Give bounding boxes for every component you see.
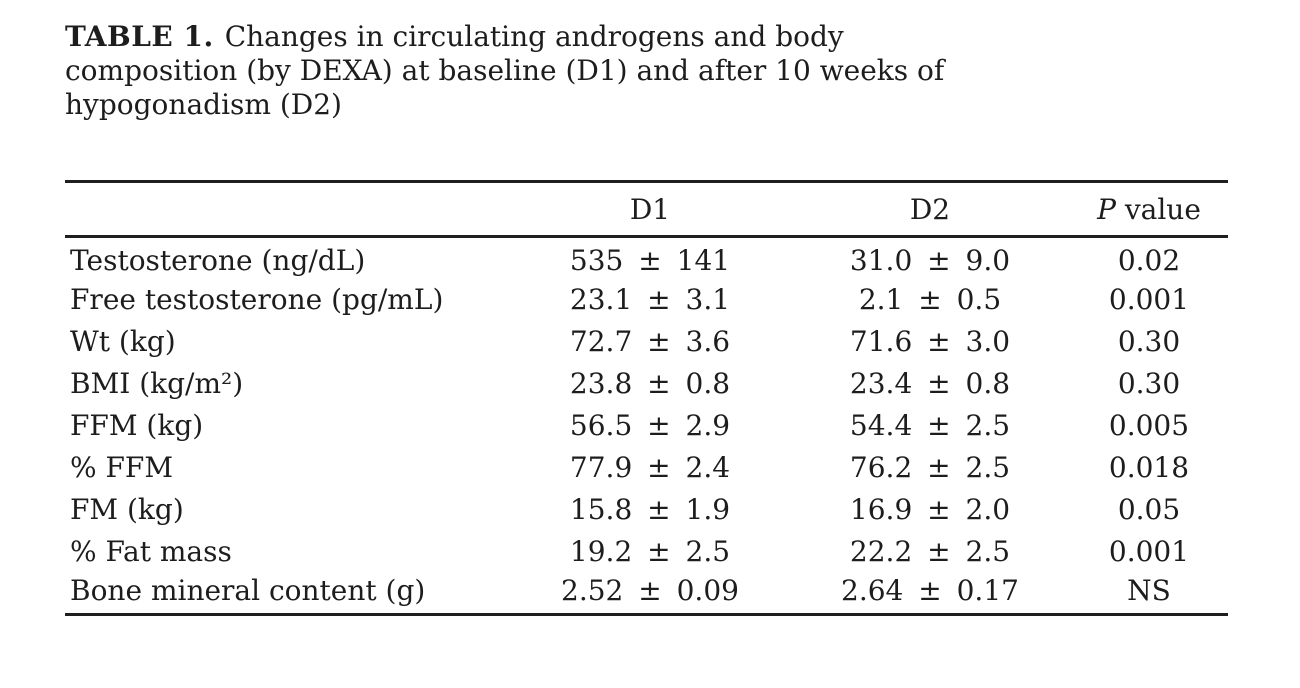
d1-value: 15.8 ± 1.9	[569, 493, 731, 526]
header-d1: D1	[629, 192, 671, 226]
p-value: NS	[1127, 574, 1171, 608]
caption-line-2: composition (by DEXA) at baseline (D1) a…	[65, 54, 945, 87]
d2-value: 54.4 ± 2.5	[849, 409, 1011, 442]
d2-value: 31.0 ± 9.0	[849, 243, 1011, 277]
p-value: 0.05	[1117, 493, 1181, 526]
caption-label: TABLE 1.	[65, 20, 214, 53]
row-label: Testosterone (ng/dL)	[70, 243, 366, 277]
d1-value: 56.5 ± 2.9	[569, 409, 731, 442]
table-row: Bone mineral content (g) 2.52 ± 0.09 2.6…	[65, 573, 1228, 615]
row-label: Wt (kg)	[70, 325, 176, 358]
row-label: FM (kg)	[70, 493, 184, 526]
p-value: 0.30	[1117, 325, 1181, 358]
table-row: BMI (kg/m²) 23.8 ± 0.8 23.4 ± 0.8 0.30	[65, 363, 1228, 405]
table-row: Wt (kg) 72.7 ± 3.6 71.6 ± 3.0 0.30	[65, 321, 1228, 363]
d2-value: 23.4 ± 0.8	[849, 367, 1011, 400]
row-label: % FFM	[70, 451, 174, 484]
d2-value: 76.2 ± 2.5	[849, 451, 1011, 484]
d1-value: 535 ± 141	[569, 243, 731, 277]
d2-value: 22.2 ± 2.5	[849, 535, 1011, 568]
p-value: 0.001	[1108, 283, 1190, 316]
p-text: value	[1124, 192, 1201, 226]
header-d2: D2	[909, 192, 951, 226]
p-symbol: P	[1097, 192, 1116, 226]
header-empty	[65, 182, 510, 237]
table-row: % Fat mass 19.2 ± 2.5 22.2 ± 2.5 0.001	[65, 531, 1228, 573]
p-value: 0.02	[1117, 243, 1181, 277]
table-row: Testosterone (ng/dL) 535 ± 141 31.0 ± 9.…	[65, 237, 1228, 279]
p-value: 0.018	[1108, 451, 1190, 484]
p-value: 0.30	[1117, 367, 1181, 400]
caption-line-1: TABLE 1. Changes in circulating androgens…	[65, 20, 1185, 54]
d2-value: 2.64 ± 0.17	[841, 574, 1019, 608]
caption-line-3: hypogonadism (D2)	[65, 88, 342, 121]
d1-value: 23.8 ± 0.8	[569, 367, 731, 400]
row-label: % Fat mass	[70, 535, 232, 568]
d1-value: 19.2 ± 2.5	[569, 535, 731, 568]
p-value: 0.001	[1108, 535, 1190, 568]
caption-text-1: Changes in circulating androgens and bod…	[224, 20, 844, 53]
d1-value: 2.52 ± 0.09	[561, 574, 739, 608]
header-p-value: P value	[1070, 182, 1228, 237]
table-row: FM (kg) 15.8 ± 1.9 16.9 ± 2.0 0.05	[65, 489, 1228, 531]
table-caption: TABLE 1. Changes in circulating androgens…	[65, 20, 1185, 122]
d1-value: 77.9 ± 2.4	[569, 451, 731, 484]
table-body: Testosterone (ng/dL) 535 ± 141 31.0 ± 9.…	[65, 237, 1228, 615]
table-row: FFM (kg) 56.5 ± 2.9 54.4 ± 2.5 0.005	[65, 405, 1228, 447]
header-row: D1 D2 P value	[65, 182, 1228, 237]
d2-value: 16.9 ± 2.0	[849, 493, 1011, 526]
d1-value: 72.7 ± 3.6	[569, 325, 731, 358]
results-table: D1 D2 P value Testosterone (ng/dL) 535 ±…	[65, 180, 1228, 616]
row-label: Free testosterone (pg/mL)	[70, 283, 444, 316]
table-row: % FFM 77.9 ± 2.4 76.2 ± 2.5 0.018	[65, 447, 1228, 489]
row-label: FFM (kg)	[70, 409, 204, 442]
d1-value: 23.1 ± 3.1	[569, 283, 731, 316]
p-value: 0.005	[1108, 409, 1190, 442]
row-label: Bone mineral content (g)	[70, 574, 426, 608]
d2-value: 2.1 ± 0.5	[858, 283, 1002, 316]
row-label: BMI (kg/m²)	[70, 367, 244, 400]
d2-value: 71.6 ± 3.0	[849, 325, 1011, 358]
table-row: Free testosterone (pg/mL) 23.1 ± 3.1 2.1…	[65, 279, 1228, 321]
